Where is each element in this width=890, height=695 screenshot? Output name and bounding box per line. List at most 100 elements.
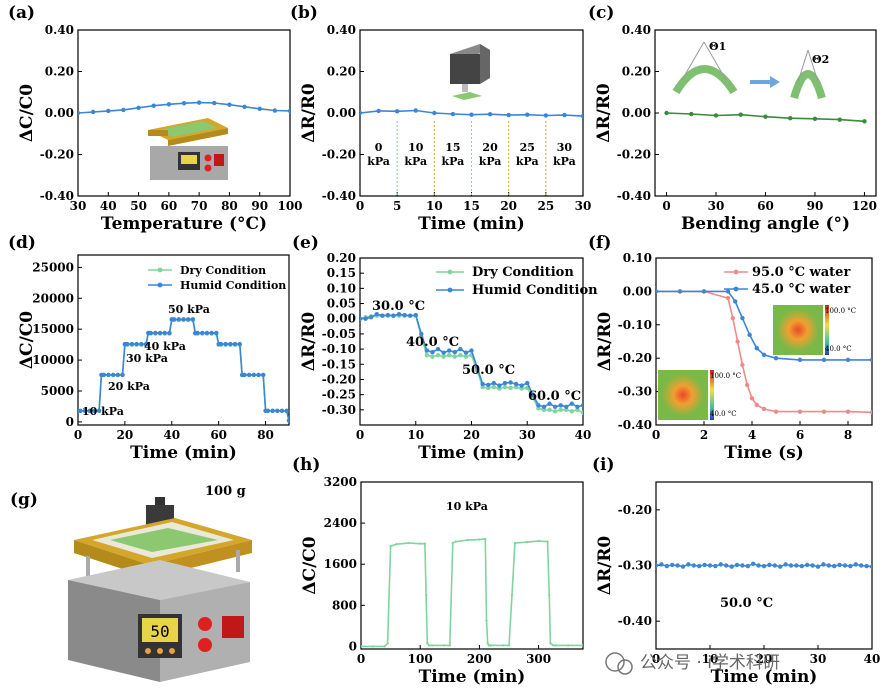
x-tick-label: 40 (163, 428, 180, 442)
pressure-value: 0 (375, 141, 383, 154)
data-point (435, 352, 441, 358)
data-point (869, 357, 872, 363)
x-tick-label: 20 (463, 428, 480, 442)
data-point (869, 410, 872, 415)
y-tick-label: 0.40 (45, 23, 74, 37)
x-tick-label: 60 (757, 199, 774, 213)
data-point (190, 317, 196, 322)
x-tick-label: 0 (662, 199, 670, 213)
x-tick-label: 30 (70, 199, 87, 213)
y-axis-title: ΔR/R0 (595, 536, 615, 596)
pressure-unit: kPa (516, 155, 539, 168)
data-point (677, 289, 683, 294)
data-point (391, 313, 396, 318)
data-point (407, 541, 410, 545)
data-point (513, 384, 519, 390)
x-tick-label: 10 (426, 199, 443, 213)
data-point (725, 295, 731, 301)
data-point (837, 562, 842, 568)
data-point (134, 341, 139, 347)
pressure-probe-icon (450, 44, 490, 100)
data-point (525, 540, 528, 544)
data-point (480, 381, 485, 387)
wechat-icon (605, 652, 625, 672)
data-point (701, 289, 707, 294)
data-point (580, 403, 583, 408)
x-tick-label: 0 (357, 652, 365, 666)
data-point (82, 408, 88, 413)
pressure-value: 30 (557, 141, 573, 154)
panel-e: (e) 0 10 20 30 40 -0.30-0.25 -0.20-0.15-0.10-0.… (292, 233, 598, 463)
theta2-label: Θ2 (812, 53, 829, 66)
data-point (284, 408, 289, 413)
data-point (419, 542, 422, 545)
x-axis-title: Time (min) (419, 667, 526, 687)
x-tick-label: 70 (191, 199, 208, 213)
legend-marker (157, 282, 163, 288)
data-point (486, 642, 489, 645)
heater-device-icon (148, 118, 228, 180)
data-point (195, 330, 200, 336)
data-point (508, 380, 513, 385)
data-point (691, 563, 696, 568)
data-point (530, 392, 536, 397)
data-point (484, 537, 487, 541)
y-tick-label: 0.10 (327, 281, 356, 295)
data-point (713, 563, 718, 569)
y-tick-label: -0.40 (618, 418, 652, 432)
pressure-annotation: 30 kPa (126, 352, 168, 365)
panel-a: (a) 30 40 50 60 70 80 90 100 -0.40 -0.20 0.00 0.20 0.… (8, 3, 303, 234)
panel-i: (i) 0 10 20 30 40 -0.40 -0.30 -0.20 Time (min) ΔR/… (592, 455, 880, 687)
series-0 (360, 108, 583, 119)
x-tick-label: 60 (161, 199, 178, 213)
data-point (432, 110, 437, 116)
data-point (842, 563, 848, 568)
panel-label: (h) (292, 455, 320, 475)
x-tick-label: 0 (652, 652, 660, 666)
data-point (125, 341, 130, 347)
x-tick-label: 2 (700, 428, 708, 442)
x-tick-label: 15 (463, 199, 480, 213)
weight-label: 100 g (205, 484, 246, 499)
data-point (740, 362, 745, 368)
data-point (513, 541, 517, 545)
data-point (389, 545, 392, 548)
x-tick-label: 120 (852, 199, 877, 213)
data-point (480, 384, 485, 390)
y-axis-title: ΔC/C0 (300, 536, 320, 594)
x-axis-title: Bending angle (°) (681, 214, 850, 234)
red-button (198, 638, 212, 652)
x-axis-title: Temperature (°C) (101, 214, 267, 234)
y-axis-title: ΔC/C0 (17, 311, 37, 369)
y-tick-label: -0.20 (322, 372, 356, 386)
y-tick-label: -0.25 (322, 388, 356, 402)
data-point (223, 341, 228, 347)
x-tick-label: 20 (117, 428, 134, 442)
data-point (680, 564, 686, 569)
y-axis-title: ΔR/R0 (299, 312, 319, 372)
data-point (487, 112, 493, 117)
y-tick-label: -0.20 (618, 503, 652, 517)
data-point (733, 299, 738, 304)
colorbar-min-label: 40.0 °C (710, 410, 737, 418)
data-point (788, 115, 793, 121)
x-tick-label: 90 (251, 199, 268, 213)
x-tick-label: 0 (652, 428, 660, 442)
data-point (463, 350, 469, 355)
data-point (686, 562, 691, 567)
y-axis-title: ΔR/R0 (595, 312, 615, 372)
y-tick-label: -0.20 (322, 148, 356, 162)
plot-frame (360, 481, 584, 650)
data-point (200, 330, 205, 336)
panel-label: (c) (588, 3, 614, 23)
data-point (270, 408, 275, 413)
legend-label: 45.0 °C water (752, 282, 850, 297)
data-point (413, 108, 418, 113)
data-point (185, 317, 191, 322)
legend-marker (733, 269, 739, 275)
x-axis-title: Time (min) (711, 667, 818, 687)
data-point (848, 563, 853, 569)
data-point (541, 404, 547, 409)
y-tick-label: -0.10 (322, 342, 356, 356)
data-point (729, 564, 734, 569)
